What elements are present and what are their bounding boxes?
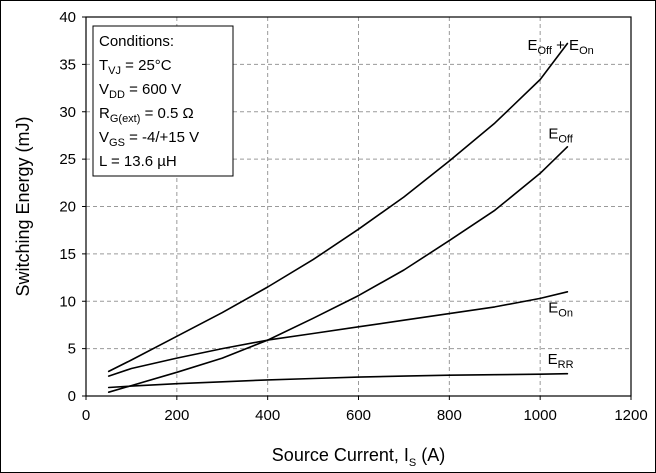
y-tick-label: 40 bbox=[59, 9, 76, 26]
y-axis-title: Switching Energy (mJ) bbox=[13, 116, 33, 296]
series-line-e-off bbox=[107, 146, 569, 394]
series-line-e-off-e-on bbox=[107, 42, 569, 373]
x-tick-label: 0 bbox=[82, 407, 90, 424]
x-tick-label: 800 bbox=[437, 407, 462, 424]
condition-line: VDD = 600 V bbox=[99, 81, 181, 101]
series-labels: EOff + EOn EOff EOn ERR bbox=[527, 37, 593, 371]
x-tick-label: 1000 bbox=[523, 407, 556, 424]
series-label: EOff + EOn bbox=[527, 37, 593, 57]
y-tick-label: 20 bbox=[59, 199, 76, 216]
x-tick-label: 400 bbox=[255, 407, 280, 424]
conditions-frame bbox=[92, 25, 234, 177]
conditions-title: Conditions: bbox=[99, 33, 174, 50]
y-tick-label: 35 bbox=[59, 56, 76, 73]
x-tick-label: 1200 bbox=[614, 407, 647, 424]
series-label: ERR bbox=[548, 351, 574, 371]
condition-line: VGS = -4/+15 V bbox=[99, 129, 199, 149]
condition-line: L = 13.6 µH bbox=[99, 153, 177, 170]
axes: 0 200 400 600 800 1000 1200 0 5 10 15 20 25 30 35 40 Sou… bbox=[13, 9, 648, 469]
series-label: EOff bbox=[548, 125, 573, 145]
condition-line: RG(ext) = 0.5 Ω bbox=[99, 105, 194, 125]
y-tick-label: 10 bbox=[59, 293, 76, 310]
y-tick-label: 30 bbox=[59, 104, 76, 121]
x-tick-label: 200 bbox=[164, 407, 189, 424]
y-tick-label: 25 bbox=[59, 151, 76, 168]
x-axis-title: Source Current, IS (A) bbox=[272, 445, 445, 469]
y-tick-label: 5 bbox=[68, 341, 76, 358]
series-line-e-rr bbox=[107, 372, 569, 389]
series-line-e-on bbox=[107, 290, 569, 377]
y-tick-label: 15 bbox=[59, 246, 76, 263]
condition-line: TVJ = 25°C bbox=[99, 57, 172, 77]
x-tick-label: 600 bbox=[346, 407, 371, 424]
y-tick-label: 0 bbox=[68, 388, 76, 405]
series-label: EOn bbox=[548, 300, 573, 320]
conditions-box: Conditions: TVJ = 25°C VDD = 600 V RG(ext) … bbox=[92, 25, 234, 177]
series-group bbox=[107, 42, 569, 394]
